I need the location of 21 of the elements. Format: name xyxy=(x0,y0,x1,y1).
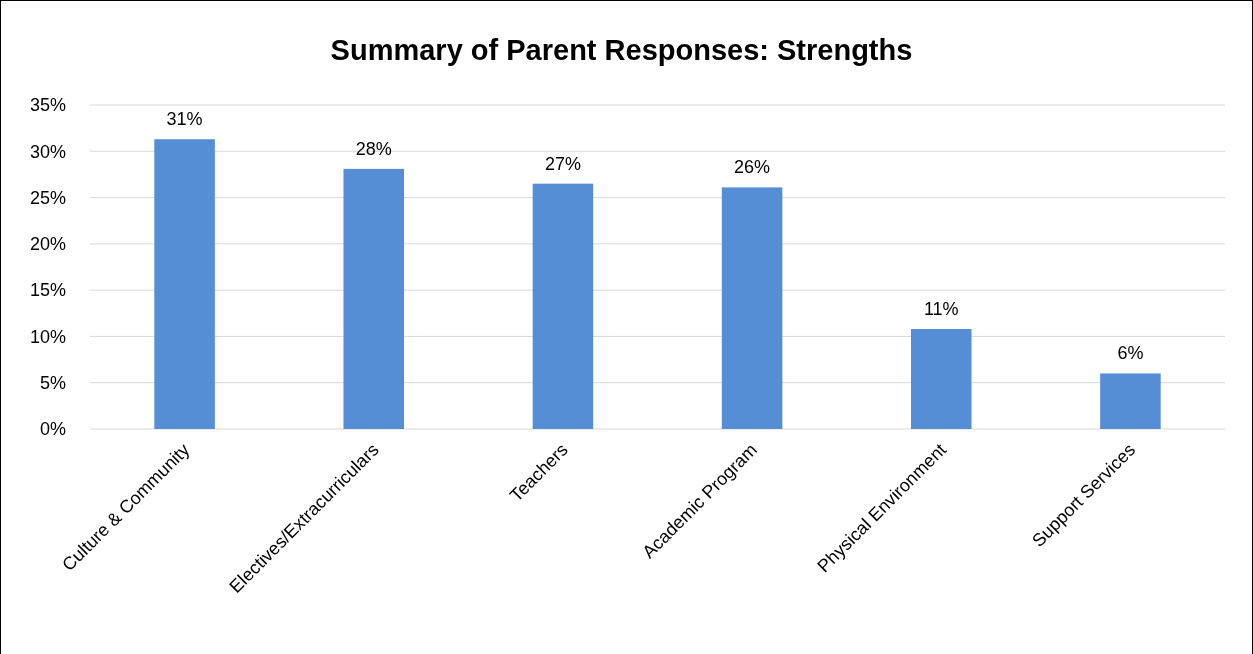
bar xyxy=(532,183,594,429)
y-tick-label: 5% xyxy=(39,373,66,394)
data-label: 31% xyxy=(166,109,203,130)
y-tick-label: 35% xyxy=(29,95,66,116)
data-label: 6% xyxy=(1117,343,1144,364)
y-tick-label: 15% xyxy=(29,280,66,301)
y-tick-label: 10% xyxy=(29,326,66,347)
bar xyxy=(1100,373,1161,429)
y-tick-label: 30% xyxy=(29,141,66,162)
bar xyxy=(343,168,405,429)
data-label: 11% xyxy=(923,299,959,320)
data-label: 26% xyxy=(734,157,771,178)
bar xyxy=(154,139,215,429)
bar xyxy=(721,187,783,429)
y-tick-label: 25% xyxy=(29,187,66,208)
chart-title: Summary of Parent Responses: Strengths xyxy=(330,34,913,66)
y-tick-label: 20% xyxy=(29,234,66,255)
bar xyxy=(910,329,972,429)
y-tick-label: 0% xyxy=(39,419,66,440)
data-label: 28% xyxy=(355,138,392,159)
data-label: 27% xyxy=(544,153,581,174)
